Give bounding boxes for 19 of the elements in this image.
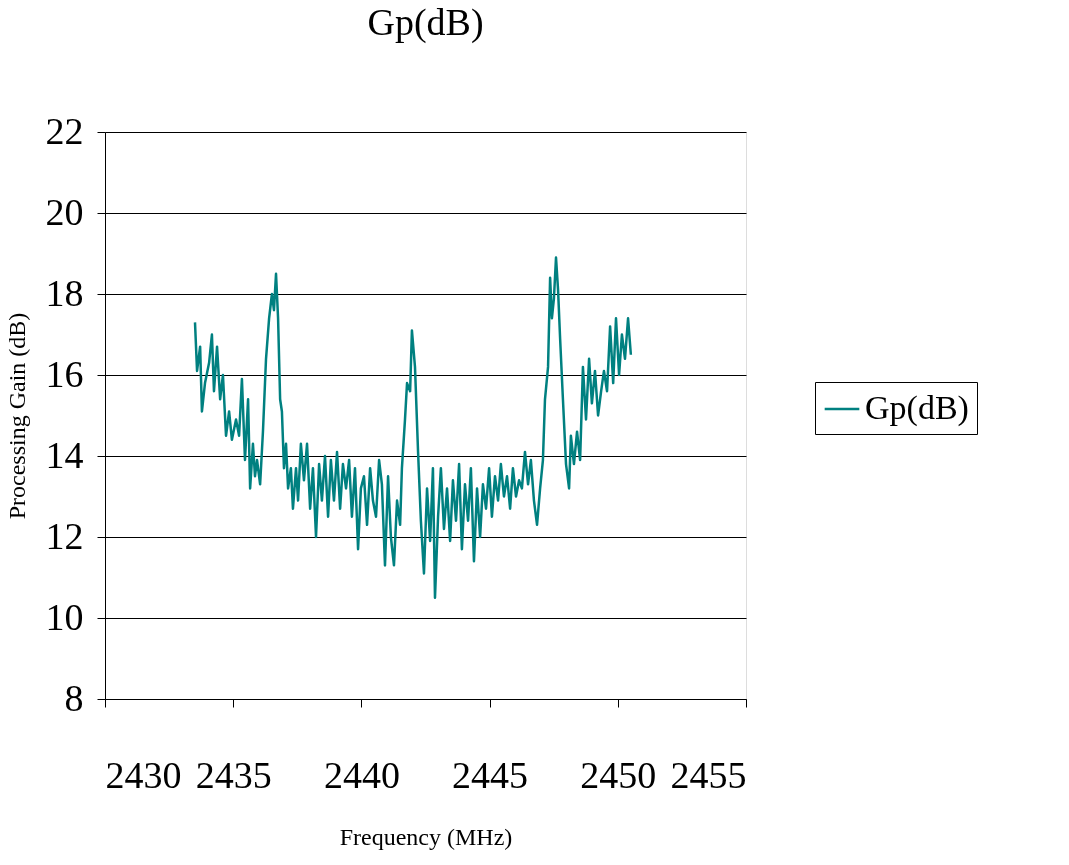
x-tick-label: 2430	[105, 753, 182, 796]
y-tick-label: 18	[45, 271, 84, 314]
legend-label: Gp(dB)	[865, 389, 969, 427]
y-tick-label: 22	[45, 109, 84, 152]
y-tick-label: 8	[64, 676, 84, 719]
line-series	[193, 256, 633, 599]
x-tick-label: 2440	[323, 753, 400, 796]
y-axis-title: Processing Gain (dB)	[3, 312, 30, 520]
y-tick-label: 12	[45, 514, 84, 557]
y-tick-label: 16	[45, 352, 84, 395]
y-tick-label: 10	[45, 595, 84, 638]
x-tick-label: 2450	[580, 753, 657, 796]
x-axis-title: Frequency (MHz)	[339, 823, 513, 850]
x-tick-label: 2445	[452, 753, 529, 796]
chart-title: Gp(dB)	[367, 1, 484, 44]
y-tick-label: 20	[45, 190, 84, 233]
y-tick-label: 14	[45, 433, 84, 476]
x-tick-label: 2435	[195, 753, 272, 796]
x-tick-label: 2455	[670, 753, 747, 796]
